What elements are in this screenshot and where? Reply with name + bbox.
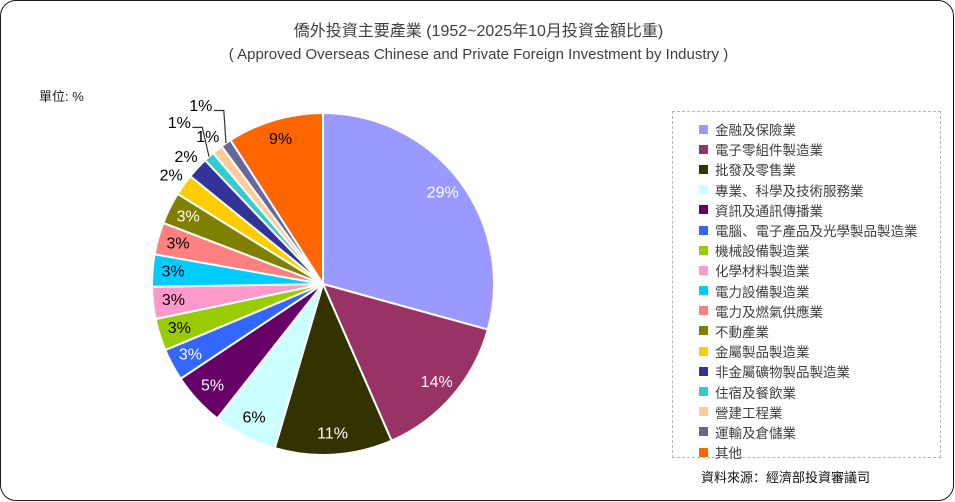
pie-slice-label: 5% xyxy=(201,378,224,395)
legend-item-10: 不動產業 xyxy=(699,321,940,341)
legend-label: 住宿及餐飲業 xyxy=(715,385,796,401)
legend-swatch xyxy=(699,427,708,437)
pie-slice-label: 29% xyxy=(427,184,459,201)
leader-line xyxy=(192,126,210,157)
legend-swatch xyxy=(699,124,708,134)
pie-slice-label: 1% xyxy=(168,115,191,132)
pie-slice-0 xyxy=(322,112,495,331)
pie-slice-label: 3% xyxy=(161,264,184,281)
legend-item-8: 電力設備製造業 xyxy=(699,281,940,301)
pie-slice-label: 3% xyxy=(179,347,202,364)
pie-slice-16 xyxy=(229,112,324,285)
legend-swatch xyxy=(699,245,708,255)
legend-item-9: 電力及燃氣供應業 xyxy=(699,301,940,321)
legend-label: 其他 xyxy=(715,446,742,462)
legend-item-5: 電腦、電子產品及光學製品製造業 xyxy=(699,220,940,240)
pie-slice-label: 3% xyxy=(162,292,185,309)
pie-slice-label: 1% xyxy=(196,129,219,146)
legend-label: 電子零組件製造業 xyxy=(715,143,823,159)
legend-swatch xyxy=(699,326,708,336)
pie-slice-label: 9% xyxy=(269,131,292,148)
legend-label: 金融及保險業 xyxy=(715,123,796,139)
legend-item-4: 資訊及通訊傳播業 xyxy=(699,200,940,220)
pie-slice-label: 2% xyxy=(160,167,183,184)
legend-item-15: 運輸及倉儲業 xyxy=(699,422,940,442)
legend-label: 電腦、電子產品及光學製品製造業 xyxy=(715,224,918,240)
pie-slice-label: 11% xyxy=(317,426,348,443)
legend-swatch xyxy=(699,144,708,154)
legend-swatch xyxy=(699,306,708,316)
legend-item-1: 電子零組件製造業 xyxy=(699,139,940,159)
legend-item-7: 化學材料製造業 xyxy=(699,260,940,280)
legend-label: 專業、科學及技術服務業 xyxy=(715,183,864,199)
legend-item-12: 非金屬礦物製品製造業 xyxy=(699,361,940,381)
legend-label: 機械設備製造業 xyxy=(715,244,810,260)
leader-line xyxy=(213,109,227,144)
chart-subtitle: ( Approved Overseas Chinese and Private … xyxy=(228,46,729,63)
source-note: 資料來源：經濟部投資審議司 xyxy=(701,470,871,485)
legend-swatch xyxy=(699,185,708,195)
legend-item-2: 批發及零售業 xyxy=(699,159,940,179)
chart-title: 僑外投資主要產業 (1952~2025年10月投資金額比重) xyxy=(293,23,664,40)
legend-item-3: 專業、科學及技術服務業 xyxy=(699,180,940,200)
pie-slice-1 xyxy=(322,283,489,442)
pie-slice-2 xyxy=(273,283,393,456)
legend-swatch xyxy=(699,286,708,296)
legend-label: 營建工程業 xyxy=(715,405,783,421)
unit-label: 單位: % xyxy=(39,89,84,104)
pie-slice-label: 3% xyxy=(177,209,200,226)
legend-swatch xyxy=(699,346,708,356)
legend-swatch xyxy=(699,407,708,417)
pie-slice-label: 6% xyxy=(242,409,265,426)
legend-label: 運輸及倉儲業 xyxy=(715,425,796,441)
legend-label: 不動產業 xyxy=(715,324,769,340)
legend-swatch xyxy=(699,164,708,174)
legend-label: 電力設備製造業 xyxy=(715,284,810,300)
legend-swatch xyxy=(699,366,708,376)
legend-label: 資訊及通訊傳播業 xyxy=(715,203,823,219)
pie-slice-label: 14% xyxy=(421,374,453,391)
legend-swatch xyxy=(699,205,708,215)
legend-item-14: 營建工程業 xyxy=(699,402,940,422)
legend-list: 金融及保險業 電子零組件製造業 批發及零售業 專業、科學及技術服務業 資訊及通訊傳播業電… xyxy=(699,119,940,462)
pie-slice-label: 2% xyxy=(175,149,198,166)
legend-item-16: 其他 xyxy=(699,442,940,462)
legend-swatch xyxy=(699,447,708,457)
legend-label: 非金屬礦物製品製造業 xyxy=(715,365,850,381)
legend-swatch xyxy=(699,225,708,235)
pie-slice-label: 3% xyxy=(168,320,191,337)
legend-swatch xyxy=(699,265,708,275)
legend-label: 化學材料製造業 xyxy=(715,264,810,280)
legend-swatch xyxy=(699,387,708,397)
legend-item-13: 住宿及餐飲業 xyxy=(699,381,940,401)
legend-label: 電力及燃氣供應業 xyxy=(715,304,823,320)
legend-item-0: 金融及保險業 xyxy=(699,119,940,139)
legend-item-11: 金屬製品製造業 xyxy=(699,341,940,361)
legend-label: 批發及零售業 xyxy=(715,163,796,179)
legend-item-6: 機械設備製造業 xyxy=(699,240,940,260)
pie-slice-label: 3% xyxy=(166,235,189,252)
legend-label: 金屬製品製造業 xyxy=(715,345,810,361)
pie-slice-label: 1% xyxy=(189,98,212,115)
legend: 金融及保險業 電子零組件製造業 批發及零售業 專業、科學及技術服務業 資訊及通訊傳播業電… xyxy=(672,111,941,461)
